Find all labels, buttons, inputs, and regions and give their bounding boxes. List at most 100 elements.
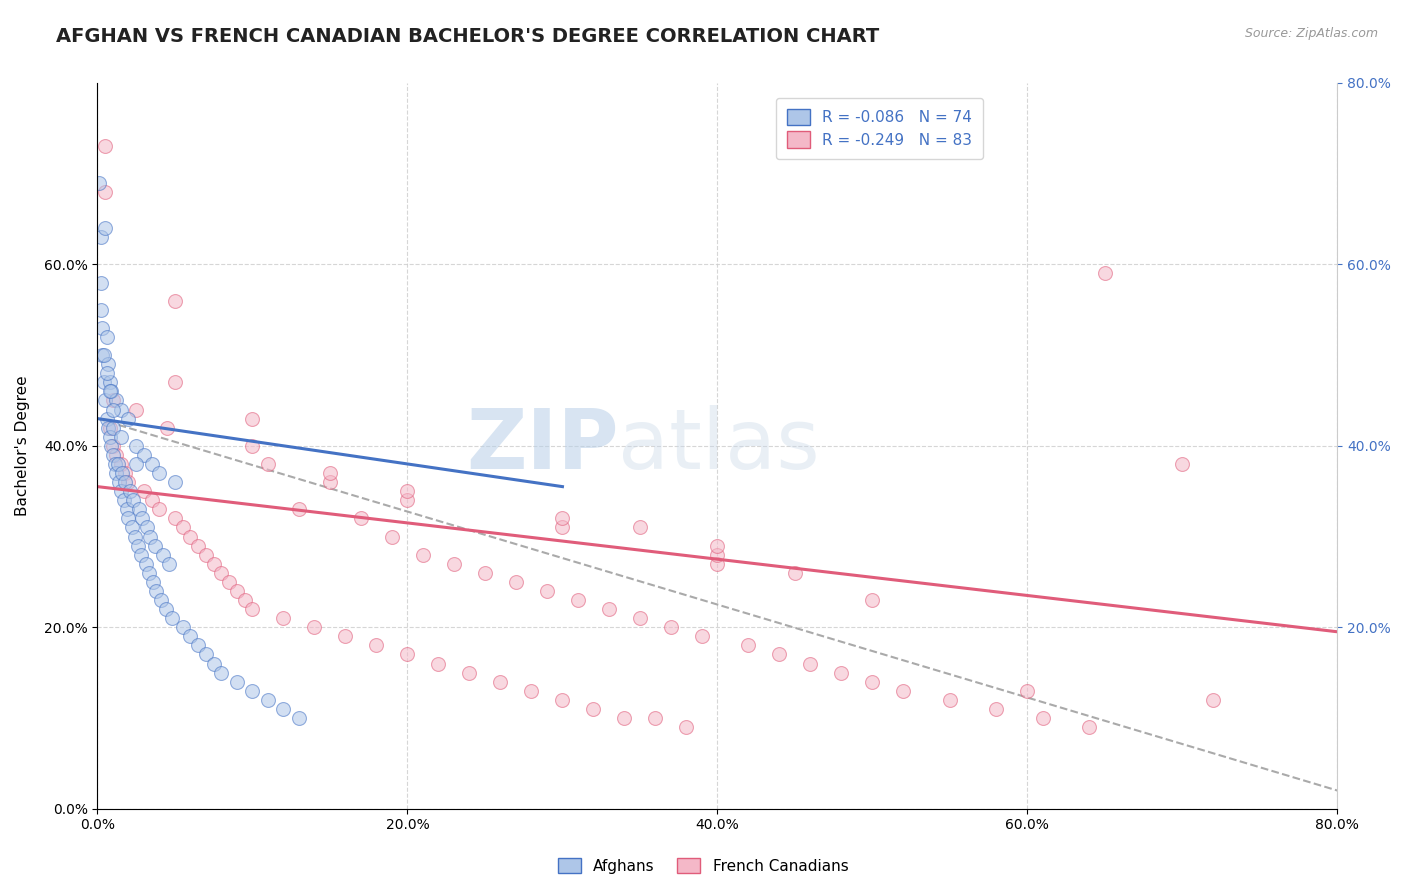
Point	[242, 602, 264, 616]
Point	[91, 321, 114, 335]
Point	[94, 139, 117, 153]
Point	[94, 393, 117, 408]
Point	[179, 629, 201, 643]
Point	[1202, 693, 1225, 707]
Point	[288, 502, 311, 516]
Point	[288, 711, 311, 725]
Point	[128, 502, 150, 516]
Point	[986, 702, 1008, 716]
Point	[1171, 457, 1194, 471]
Point	[242, 683, 264, 698]
Point	[628, 611, 651, 625]
Y-axis label: Bachelor's Degree: Bachelor's Degree	[15, 376, 30, 516]
Point	[233, 593, 256, 607]
Point	[132, 484, 155, 499]
Text: ZIP: ZIP	[465, 405, 619, 486]
Point	[101, 439, 124, 453]
Point	[242, 411, 264, 425]
Point	[644, 711, 666, 725]
Point	[1078, 720, 1101, 734]
Point	[98, 376, 121, 390]
Point	[706, 539, 728, 553]
Point	[160, 611, 183, 625]
Point	[125, 439, 148, 453]
Point	[335, 629, 357, 643]
Point	[103, 457, 125, 471]
Point	[143, 539, 166, 553]
Point	[110, 430, 132, 444]
Point	[93, 376, 115, 390]
Point	[381, 529, 404, 543]
Point	[117, 475, 139, 489]
Legend: R = -0.086   N = 74, R = -0.249   N = 83: R = -0.086 N = 74, R = -0.249 N = 83	[776, 98, 983, 159]
Point	[366, 639, 388, 653]
Point	[427, 657, 450, 671]
Point	[202, 657, 225, 671]
Point	[598, 602, 620, 616]
Point	[122, 493, 145, 508]
Point	[96, 330, 118, 344]
Point	[87, 176, 110, 190]
Point	[211, 566, 233, 580]
Point	[273, 702, 295, 716]
Point	[101, 393, 124, 408]
Point	[505, 574, 527, 589]
Point	[114, 475, 136, 489]
Point	[110, 402, 132, 417]
Point	[90, 276, 112, 290]
Point	[127, 539, 149, 553]
Point	[97, 357, 120, 371]
Point	[152, 548, 174, 562]
Point	[163, 475, 186, 489]
Point	[862, 593, 884, 607]
Point	[155, 602, 177, 616]
Point	[799, 657, 821, 671]
Point	[115, 502, 138, 516]
Point	[194, 548, 217, 562]
Point	[100, 439, 122, 453]
Point	[242, 439, 264, 453]
Point	[628, 520, 651, 534]
Point	[138, 566, 160, 580]
Point	[101, 402, 124, 417]
Point	[94, 221, 117, 235]
Point	[319, 466, 342, 480]
Point	[125, 402, 148, 417]
Point	[96, 366, 118, 380]
Point	[458, 665, 481, 680]
Point	[319, 475, 342, 489]
Point	[706, 548, 728, 562]
Point	[107, 457, 129, 471]
Point	[1094, 267, 1116, 281]
Point	[551, 520, 574, 534]
Point	[194, 648, 217, 662]
Point	[226, 674, 249, 689]
Text: atlas: atlas	[619, 405, 820, 486]
Point	[202, 557, 225, 571]
Point	[489, 674, 512, 689]
Point	[396, 484, 419, 499]
Point	[613, 711, 636, 725]
Point	[211, 665, 233, 680]
Point	[136, 520, 159, 534]
Point	[117, 511, 139, 525]
Point	[443, 557, 465, 571]
Point	[187, 539, 209, 553]
Point	[101, 420, 124, 434]
Point	[396, 493, 419, 508]
Point	[111, 466, 134, 480]
Point	[150, 593, 173, 607]
Point	[110, 484, 132, 499]
Point	[783, 566, 806, 580]
Point	[141, 457, 163, 471]
Point	[939, 693, 962, 707]
Point	[156, 420, 179, 434]
Point	[179, 529, 201, 543]
Point	[520, 683, 543, 698]
Point	[257, 693, 280, 707]
Point	[148, 502, 170, 516]
Point	[551, 693, 574, 707]
Point	[145, 584, 167, 599]
Point	[172, 520, 194, 534]
Point	[412, 548, 434, 562]
